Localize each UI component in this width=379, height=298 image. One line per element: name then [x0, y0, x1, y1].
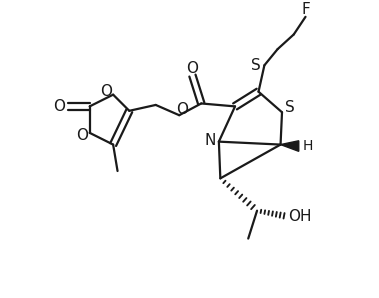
Text: S: S — [285, 100, 295, 115]
Text: O: O — [186, 61, 199, 76]
Text: OH: OH — [288, 209, 312, 224]
Text: S: S — [251, 58, 261, 73]
Text: H: H — [303, 139, 313, 153]
Text: O: O — [53, 99, 66, 114]
Text: O: O — [100, 84, 112, 99]
Polygon shape — [280, 141, 299, 151]
Text: N: N — [205, 133, 216, 148]
Text: O: O — [76, 128, 88, 143]
Text: O: O — [176, 102, 188, 117]
Text: F: F — [301, 2, 310, 17]
